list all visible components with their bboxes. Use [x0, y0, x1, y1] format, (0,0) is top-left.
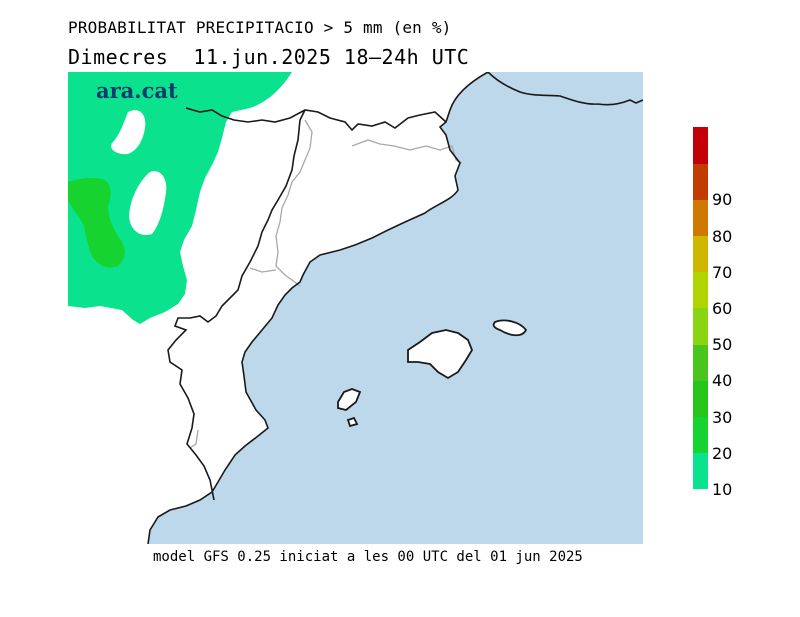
legend-swatch: [693, 452, 708, 490]
legend-swatch: [693, 416, 708, 454]
island-eivissa: [337, 388, 362, 411]
legend-swatch: [693, 235, 708, 273]
region-borders: [189, 119, 463, 449]
legend-swatch: [693, 199, 708, 237]
legend-swatch: [693, 163, 708, 200]
legend-swatch: [693, 380, 708, 418]
probability-area-10: [68, 72, 292, 324]
legend-swatch: [693, 344, 708, 381]
legend-label: 20: [712, 443, 733, 463]
legend-swatch: [693, 271, 708, 309]
precipitation-map: [68, 72, 643, 544]
legend-label: 70: [712, 262, 733, 282]
coastline: [147, 72, 643, 544]
legend-swatch: [693, 308, 708, 345]
legend-swatch: [693, 127, 708, 164]
map-title: PROBABILITAT PRECIPITACIO > 5 mm (en %): [68, 18, 452, 37]
legend-label: 60: [712, 299, 733, 318]
legend-label: 80: [712, 226, 733, 246]
island-menorca: [492, 319, 528, 337]
legend-label: 30: [712, 407, 733, 427]
legend-label: 90: [712, 190, 733, 210]
probability-area-20: [68, 177, 125, 268]
island-formentera: [346, 416, 359, 428]
legend-label: 10: [712, 480, 733, 499]
map-subtitle-date: Dimecres 11.jun.2025 18–24h UTC: [68, 45, 470, 69]
model-info-footer: model GFS 0.25 iniciat a les 00 UTC del …: [153, 549, 583, 565]
island-mallorca: [407, 329, 474, 380]
legend-label: 40: [712, 371, 733, 391]
legend-label: 50: [712, 335, 733, 355]
ara-cat-logo: ara.cat: [96, 78, 178, 103]
